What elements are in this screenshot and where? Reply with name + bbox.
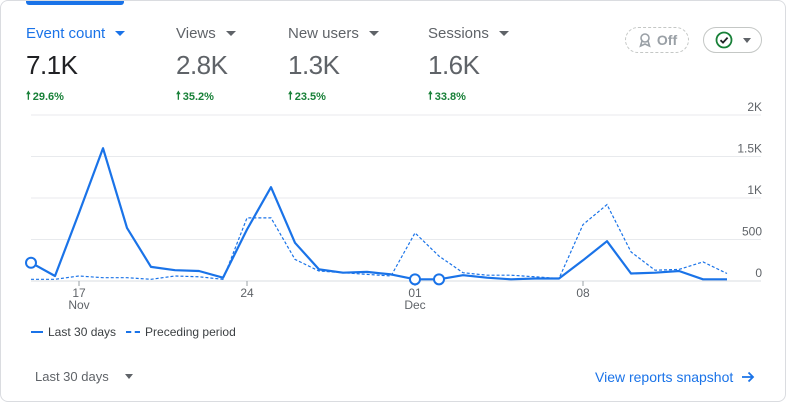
metric-tab-event-count[interactable]: Event count 7.1K 🠕 29.6% xyxy=(26,25,126,106)
chevron-down-icon xyxy=(498,31,509,36)
active-tab-indicator xyxy=(26,1,124,5)
x-tick-label: 17 xyxy=(72,286,86,300)
y-tick-label: 1K xyxy=(747,183,762,197)
date-range-dropdown[interactable]: Last 30 days xyxy=(35,369,133,384)
toggle-label: Off xyxy=(656,32,678,48)
data-point-marker xyxy=(433,273,445,286)
legend-swatch-dashed xyxy=(126,331,141,333)
metric-tab-sessions[interactable]: Sessions 1.6K 🠕 33.8% xyxy=(428,25,509,106)
legend-label: Preceding period xyxy=(145,325,236,339)
date-range-label: Last 30 days xyxy=(35,369,109,384)
status-dropdown[interactable] xyxy=(703,27,762,53)
arrow-right-icon xyxy=(742,371,755,383)
metric-value: 7.1K xyxy=(26,50,78,80)
y-tick-label: 500 xyxy=(742,225,762,239)
y-tick-label: 1.5K xyxy=(737,142,762,156)
chevron-down-icon xyxy=(115,31,126,36)
comparison-toggle[interactable]: Off xyxy=(625,27,689,53)
metric-label: Sessions xyxy=(428,25,489,42)
x-tick-month-label: Nov xyxy=(68,298,89,312)
legend-label: Last 30 days xyxy=(48,325,117,339)
metric-label-wrap: Views xyxy=(176,25,236,42)
chevron-down-icon xyxy=(742,37,751,43)
data-point-marker xyxy=(25,256,37,269)
metric-tab-views[interactable]: Views 2.8K 🠕 35.2% xyxy=(176,25,236,106)
series-line-last-30-days xyxy=(30,147,727,281)
legend-item-current: Last 30 days xyxy=(31,325,116,339)
snapshot-link-label: View reports snapshot xyxy=(595,369,734,385)
view-snapshot-link[interactable]: View reports snapshot xyxy=(595,369,755,385)
data-point-marker xyxy=(409,273,421,286)
badge-icon xyxy=(639,33,651,48)
metric-label: Views xyxy=(176,25,216,42)
series-line-preceding-period xyxy=(31,203,728,280)
chart-legend: Last 30 days Preceding period xyxy=(31,325,236,339)
metric-delta: 35.2% xyxy=(182,90,214,103)
metric-label: Event count xyxy=(26,25,106,42)
x-tick-month-label: Dec xyxy=(404,298,425,312)
y-tick-label: 2K xyxy=(747,101,762,114)
metric-delta-wrap: 🠕 33.8% xyxy=(428,87,509,106)
x-tick-label: 24 xyxy=(240,286,254,300)
metric-value: 1.3K xyxy=(288,50,340,80)
metric-label-wrap: Event count xyxy=(26,25,126,42)
chevron-down-icon xyxy=(124,374,133,379)
arrow-up-icon: 🠕 xyxy=(176,90,181,102)
metric-label: New users xyxy=(288,25,359,42)
check-circle-icon xyxy=(715,31,732,49)
metric-label-wrap: New users xyxy=(288,25,379,42)
arrow-up-icon: 🠕 xyxy=(26,90,31,102)
metric-delta: 29.6% xyxy=(32,90,64,103)
arrow-up-icon: 🠕 xyxy=(288,90,293,102)
legend-item-previous: Preceding period xyxy=(126,325,236,339)
metric-value: 1.6K xyxy=(428,50,480,80)
metric-delta-wrap: 🠕 35.2% xyxy=(176,87,236,106)
metric-delta-wrap: 🠕 29.6% xyxy=(26,87,125,106)
metric-value: 2.8K xyxy=(176,50,228,80)
metric-tab-new-users[interactable]: New users 1.3K 🠕 23.5% xyxy=(288,25,379,106)
y-tick-label: 0 xyxy=(755,266,762,280)
chevron-down-icon xyxy=(225,31,236,36)
metric-label-wrap: Sessions xyxy=(428,25,509,42)
metric-delta-wrap: 🠕 23.5% xyxy=(288,87,379,106)
metric-delta: 33.8% xyxy=(434,90,466,103)
legend-swatch-solid xyxy=(31,331,43,333)
x-tick-label: 08 xyxy=(576,286,590,300)
metric-delta: 23.5% xyxy=(294,90,326,103)
arrow-up-icon: 🠕 xyxy=(428,90,433,102)
chevron-down-icon xyxy=(368,31,379,36)
x-tick-label: 01 xyxy=(408,286,422,300)
